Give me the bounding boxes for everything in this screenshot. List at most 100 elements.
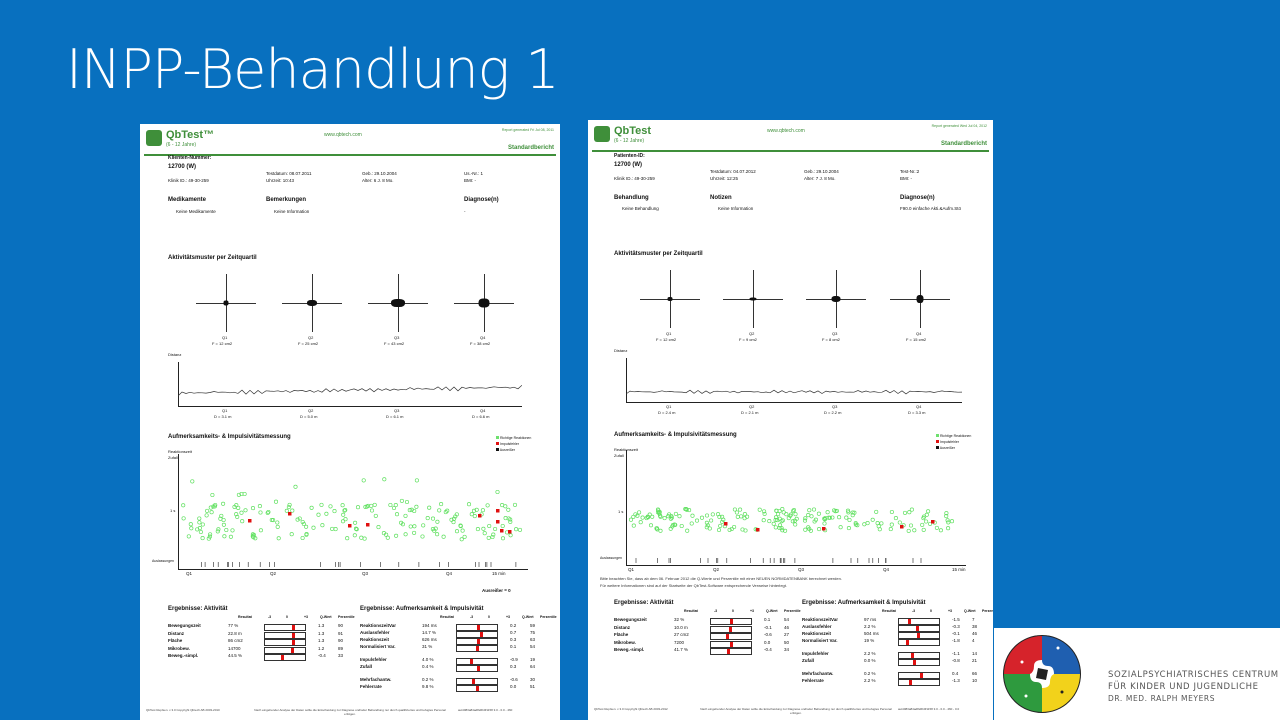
quartile-label: Q3 [394,335,400,340]
correct-response-point [490,534,495,540]
correct-response-point [672,522,677,527]
correct-response-point [662,516,667,521]
distance-quartile-label: Q1 [666,404,672,409]
correct-response-point [295,517,300,522]
correct-response-point [353,520,358,525]
correct-response-point [353,526,359,531]
correct-response-point [633,512,638,517]
correct-response-point [300,519,305,525]
q-value-bar [710,640,752,648]
correct-response-point [432,528,437,533]
result-name: Bewegungszeit [168,623,201,628]
correct-response-point [666,514,671,519]
correct-response-point [359,535,364,540]
percentile: 51 [530,684,536,689]
distance-quartile-label: Q1 [222,408,228,413]
correct-response-point [403,532,408,537]
correct-response-point [924,519,929,524]
result-name: ReaktionszeitVar [360,623,397,628]
correct-response-point [771,521,776,526]
movement-trace [307,300,317,306]
correct-response-point [188,522,193,527]
q-value-marker [479,632,483,637]
distance-quartile-label: Q2 [308,408,314,413]
correct-response-point [208,532,213,537]
correct-response-point [236,505,241,510]
table-column-header: Perzentile [540,615,557,619]
result-name: Reaktionszeit [360,637,390,642]
correct-response-point [874,509,879,514]
impulse-error-point [508,530,512,534]
correct-response-point [938,528,943,533]
correct-response-point [258,510,263,515]
correct-response-point [704,525,709,530]
correct-response-point [224,527,229,533]
percentile: 46 [972,631,978,636]
q-value-bar [264,631,306,639]
result-name: Distanz [168,630,185,636]
movement-trace [478,298,490,308]
q-value-marker [469,659,473,664]
result-name: Bewegungszeit [614,617,647,622]
impulse-error-point [500,529,504,533]
result-value: 7200 [674,639,685,645]
q-value: 0.7 [510,630,517,635]
result-name: Normalisiert Var. [802,638,838,643]
correct-response-point [399,520,404,525]
klinik-id: Klinik ID.: 49-30-259 [614,176,655,181]
correct-response-point [198,529,203,535]
correct-response-point [912,528,917,533]
correct-response-point [219,513,224,518]
percentile: 38 [972,624,978,629]
correct-response-point [822,521,827,526]
correct-response-point [230,528,235,533]
percentile: 7 [972,617,975,622]
correct-response-point [205,508,210,513]
correct-response-point [677,514,682,519]
q-value-marker [477,639,481,644]
correct-response-point [788,513,793,518]
correct-response-point [705,523,710,528]
reaction-y-axis [178,454,179,569]
correct-response-point [727,527,732,532]
correct-response-point [491,532,496,537]
reaction-x-axis [626,565,966,566]
quartile-crosshair [890,270,950,328]
auslassungen-label: Auslassungen [152,559,174,563]
table-column-header: +3 [948,609,952,613]
q-value-bar [264,654,306,661]
q-value-bar [710,633,752,640]
table-column-header: -3 [470,615,474,619]
correct-response-point [846,526,851,531]
id-label: Klienten-Nummer: [168,155,212,161]
x-tick-label: 15 min [492,571,506,576]
correct-response-point [258,528,263,533]
report-type: Standardbericht [940,141,987,147]
percentile: 64 [530,664,536,669]
correct-response-point [780,507,785,512]
q-value-marker [728,626,732,632]
q-value-marker [725,634,729,639]
one-second-label: 1 s [618,509,624,514]
klinik-id: Klinik ID.: 49-30-259 [168,178,209,183]
correct-response-point [781,510,786,515]
q-value-bar [456,645,498,652]
q-value: 0.3 [510,637,517,642]
q-value-bar [456,631,498,638]
legend-outlier: Ausreißer [939,446,955,450]
q-value-marker [906,640,910,645]
q-value: 1.3 [318,623,325,628]
zufall-label: Zufall [168,455,178,460]
result-name: Reaktionszeit [802,631,832,636]
quartile-area: F = 12 cm2 [656,337,677,342]
correct-response-point [637,510,642,515]
correct-response-point [412,524,417,529]
uhrzeit: Uhrzeit: 10:43 [266,178,295,183]
result-name: Impulsfehler [802,651,829,656]
correct-response-point [385,535,390,540]
distance-value: D = 5.0 m [300,414,318,419]
quartile-label: Q4 [916,331,922,336]
impulse-error-point [496,520,500,524]
correct-response-point [391,505,397,511]
correct-response-point [190,479,195,484]
